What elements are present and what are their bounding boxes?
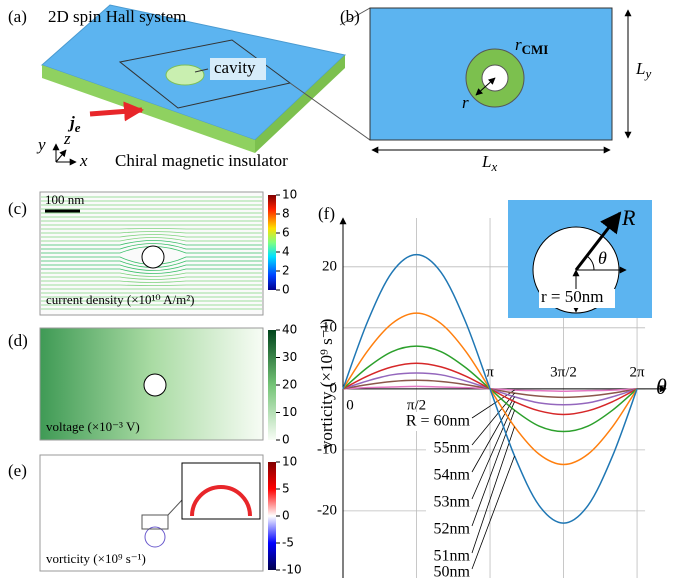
cavity bbox=[144, 374, 166, 396]
x-tick-label: 3π/2 bbox=[550, 364, 577, 380]
x-tick-label: π/2 bbox=[407, 397, 426, 413]
leader-line bbox=[472, 427, 515, 553]
colorbar-tick-label: 5 bbox=[282, 482, 290, 496]
x-axis-label: θ bbox=[656, 374, 667, 399]
axis-z: z bbox=[63, 129, 71, 148]
colorbar-tick-label: 30 bbox=[282, 350, 297, 364]
cavity-label: cavity bbox=[214, 58, 256, 77]
colorbar-tick-label: 10 bbox=[282, 188, 297, 202]
colorbar-tick-label: 4 bbox=[282, 245, 290, 259]
panel-label: (c) bbox=[8, 199, 27, 218]
x-tick-label: 0 bbox=[346, 397, 354, 413]
sub: y bbox=[643, 66, 651, 81]
colorbar bbox=[268, 195, 276, 290]
inset-label: R bbox=[621, 205, 636, 230]
x-tick-label: 2π bbox=[630, 364, 646, 380]
y-tick-label: 10 bbox=[322, 319, 337, 335]
axis-x: x bbox=[79, 151, 88, 170]
figure: (a) 2D spin Hall system cavity je Chiral… bbox=[0, 0, 676, 578]
y-tick-label: 0 bbox=[330, 380, 338, 396]
lx-label: Lx bbox=[481, 152, 497, 174]
axis-y: y bbox=[36, 135, 46, 154]
panel-c: (c) 100 nm current density (×10¹⁰ A/m²) bbox=[8, 192, 276, 315]
leader-line bbox=[472, 456, 515, 569]
colorbar-tick-label: 40 bbox=[282, 323, 297, 337]
axis-arrow bbox=[56, 150, 66, 162]
panel-label: (a) bbox=[8, 7, 27, 26]
caption: current density (×10¹⁰ A/m²) bbox=[46, 292, 195, 307]
caption: voltage (×10⁻³ V) bbox=[46, 419, 140, 434]
legend-label: 51nm bbox=[434, 548, 471, 565]
base: L bbox=[635, 59, 645, 78]
r-label: r bbox=[462, 93, 469, 112]
y-tick-label: -10 bbox=[317, 441, 337, 457]
legend-label: 52nm bbox=[434, 521, 471, 538]
colorbar-tick-label: 6 bbox=[282, 226, 290, 240]
leader-line bbox=[472, 410, 515, 526]
zoom-line bbox=[290, 83, 370, 140]
colorbar-tick-label: 0 bbox=[282, 509, 290, 523]
colorbar-tick-label: 20 bbox=[282, 378, 297, 392]
panel-d: (d) voltage (×10⁻³ V) bbox=[8, 328, 276, 440]
legend-label: 55nm bbox=[434, 440, 471, 457]
panel-b: (b) rCMI r Ly Lx bbox=[340, 7, 651, 174]
legend-label: 50nm bbox=[434, 564, 471, 578]
colorbar-tick-label: 8 bbox=[282, 207, 290, 221]
panel-label: (b) bbox=[340, 7, 360, 26]
panel-label: (d) bbox=[8, 331, 28, 350]
scale-label: 100 nm bbox=[45, 192, 84, 207]
sub: CMI bbox=[522, 42, 549, 57]
colorbar-tick-label: 0 bbox=[282, 433, 290, 447]
x-tick-label: π bbox=[486, 364, 494, 380]
colorbar bbox=[268, 330, 276, 440]
panel-e: (e) vorticity (×10⁹ s⁻¹) bbox=[8, 455, 276, 571]
sub: x bbox=[490, 159, 497, 174]
cavity bbox=[166, 65, 204, 85]
y-tick-label: -20 bbox=[317, 502, 337, 518]
ly-label: Ly bbox=[635, 59, 651, 81]
cavity bbox=[145, 527, 165, 547]
base: L bbox=[481, 152, 491, 171]
panel-a: (a) 2D spin Hall system cavity je Chiral… bbox=[8, 5, 370, 170]
colorbar-tick-label: 2 bbox=[282, 264, 290, 278]
leader-line bbox=[472, 393, 515, 445]
inset-label: r = 50nm bbox=[541, 287, 603, 306]
legend-label: 54nm bbox=[434, 467, 471, 484]
panel-label: (e) bbox=[8, 461, 27, 480]
colorbar-tick-label: 0 bbox=[282, 283, 290, 297]
colorbar-tick-label: 10 bbox=[282, 455, 297, 469]
current-arrow bbox=[90, 110, 142, 114]
legend-label: R = 60nm bbox=[406, 413, 471, 430]
leader-line bbox=[472, 397, 515, 472]
insulator-label: Chiral magnetic insulator bbox=[115, 151, 288, 170]
system-label: 2D spin Hall system bbox=[48, 7, 186, 26]
inset-label: θ bbox=[598, 248, 607, 268]
legend-label: 53nm bbox=[434, 494, 471, 511]
colorbar-tick-label: -5 bbox=[282, 536, 294, 550]
y-tick-label: 20 bbox=[322, 258, 337, 274]
caption: vorticity (×10⁹ s⁻¹) bbox=[46, 551, 146, 566]
sub: e bbox=[75, 120, 81, 135]
cavity bbox=[142, 246, 164, 268]
colorbar bbox=[268, 462, 276, 570]
colorbar-tick-label: 10 bbox=[282, 405, 297, 419]
panel-label: (f) bbox=[318, 204, 335, 223]
colorbar-tick-label: -10 bbox=[282, 563, 302, 577]
